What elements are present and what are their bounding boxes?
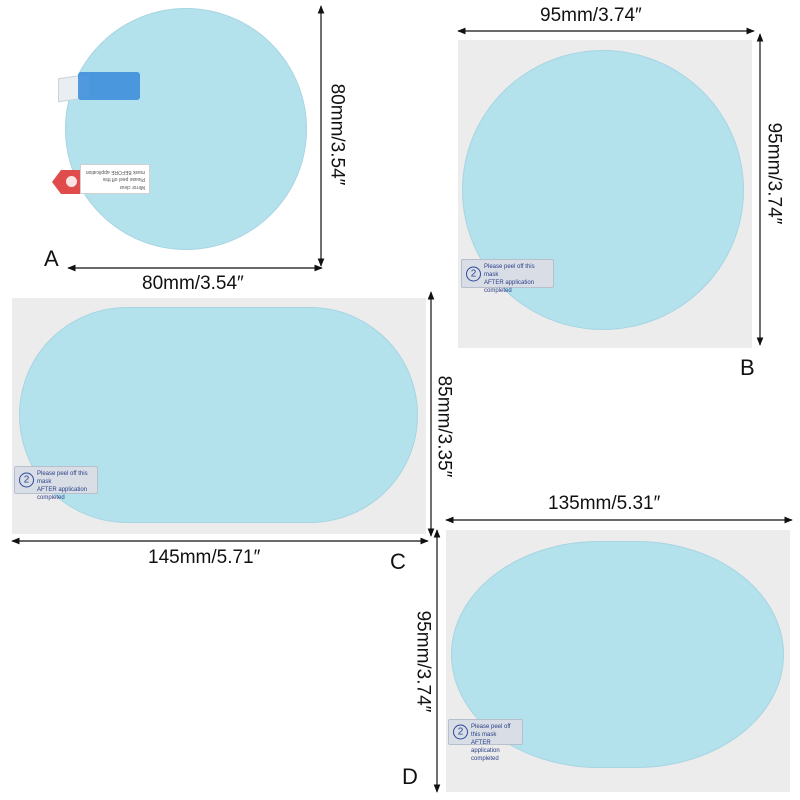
film-a-red-tab-icon xyxy=(66,176,77,187)
film-d-width-label: 135mm/5.31″ xyxy=(548,493,661,514)
film-b-label: 2 Please peel off this mask AFTER applic… xyxy=(461,259,554,294)
film-a-letter: A xyxy=(44,246,59,271)
film-d-label-line2: AFTER application completed xyxy=(471,740,500,763)
film-d-height-label: 95mm/3.74″ xyxy=(412,610,434,713)
film-a-label-line3: mask BEFORE application xyxy=(85,169,145,175)
film-c-label-line2: AFTER application completed xyxy=(37,487,88,502)
film-c-label-number: 2 xyxy=(19,472,34,488)
film-c-label-line1: Please peel off this mask xyxy=(37,471,88,486)
film-c-letter: C xyxy=(390,549,406,574)
film-a-circle xyxy=(65,8,307,250)
film-d-label-line1: Please peel off this mask xyxy=(471,724,511,739)
film-d-letter: D xyxy=(402,764,418,789)
film-a-label-line2: Please peel off this xyxy=(102,176,145,183)
film-b-label-number: 2 xyxy=(466,266,481,281)
film-a-height-label: 80mm/3.54″ xyxy=(326,83,348,186)
film-c-label: 2 Please peel off this mask AFTER applic… xyxy=(14,466,98,501)
film-b-label-line1: Please peel off this mask xyxy=(484,264,535,279)
film-b-letter: B xyxy=(740,355,755,380)
film-d-label-number: 2 xyxy=(453,724,468,740)
film-a-blue-tab-strip xyxy=(78,72,140,100)
film-c-width-label: 145mm/5.71″ xyxy=(148,547,261,568)
film-a-label: Mirror clear Please peel off this mask B… xyxy=(80,164,150,194)
film-d-label: 2 Please peel off this mask AFTER applic… xyxy=(448,719,523,762)
film-a-width-label: 80mm/3.54″ xyxy=(142,273,244,294)
film-b-label-line2: AFTER application completed xyxy=(484,280,535,295)
film-a-label-line1: Mirror clear xyxy=(119,184,145,190)
film-c-height-label: 85mm/3.35″ xyxy=(433,375,455,478)
film-b-height-label: 95mm/3.74″ xyxy=(763,122,785,225)
film-b-width-label: 95mm/3.74″ xyxy=(540,5,642,26)
